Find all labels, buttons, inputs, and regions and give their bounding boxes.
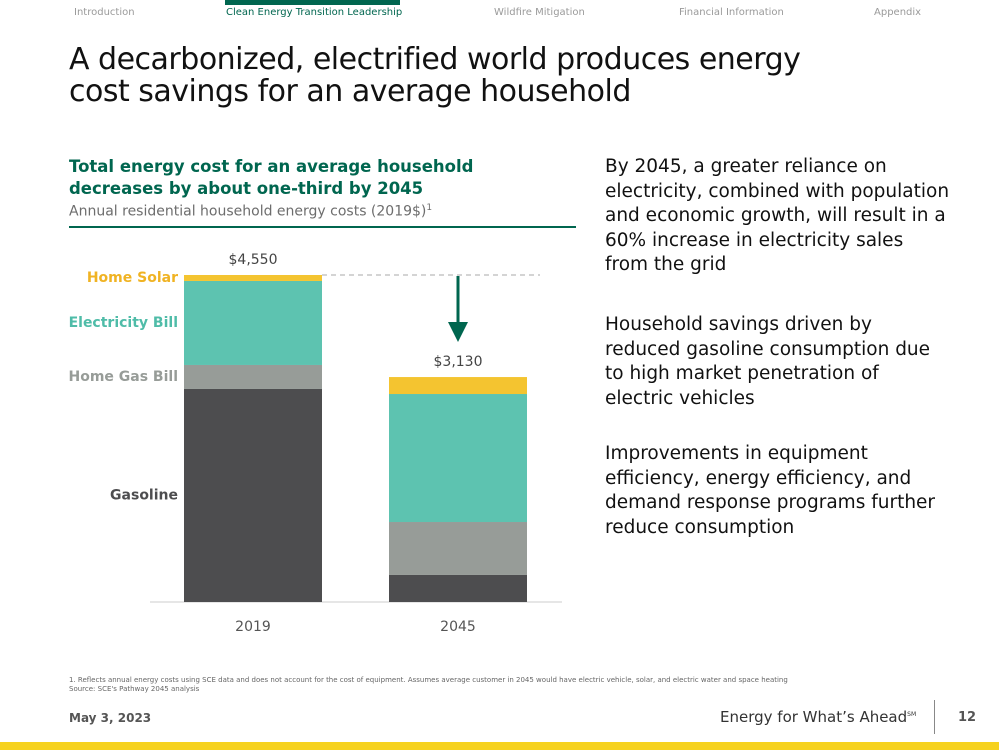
- total-label: $3,130: [434, 354, 483, 370]
- tagline: Energy for What’s AheadSM: [720, 708, 916, 726]
- chart-title: Total energy cost for an average househo…: [69, 157, 474, 198]
- legend-label: Gasoline: [110, 487, 178, 503]
- nav-tab[interactable]: Financial Information: [679, 7, 784, 18]
- arrow-head: [448, 322, 468, 342]
- paragraph: Household savings driven by reduced gaso…: [605, 314, 931, 409]
- total-label: $4,550: [229, 252, 278, 268]
- paragraph: By 2045, a greater reliance on electrici…: [605, 156, 950, 275]
- bar-segment: [389, 574, 527, 602]
- legend-label: Electricity Bill: [69, 315, 178, 331]
- subtitle-note: 1: [426, 203, 433, 213]
- date: May 3, 2023: [69, 711, 152, 725]
- bar-segment: [184, 388, 322, 602]
- legend-label: Home Gas Bill: [68, 369, 178, 385]
- bar-segment: [389, 522, 527, 575]
- nav-tab[interactable]: Introduction: [74, 7, 135, 18]
- legend-label: Home Solar: [87, 270, 178, 286]
- footnote: 1. Reflects annual energy costs using SC…: [69, 676, 788, 684]
- footnote: Source: SCE's Pathway 2045 analysis: [69, 685, 200, 693]
- divider: [69, 226, 576, 228]
- tagline-text: Energy for What’s Ahead: [720, 708, 908, 726]
- footer-band: [0, 742, 999, 750]
- bar-segment: [184, 280, 322, 365]
- x-tick-label: 2019: [235, 619, 271, 635]
- bar-segment: [389, 394, 527, 523]
- subtitle-text: Annual residential household energy cost…: [69, 203, 427, 220]
- slide-title: A decarbonized, electrified world produc…: [69, 42, 801, 109]
- separator: [934, 700, 935, 734]
- tagline-mark: SM: [907, 711, 917, 718]
- nav-tab[interactable]: Appendix: [874, 7, 922, 18]
- bar-segment: [184, 275, 322, 281]
- paragraph: Improvements in equipment efficiency, en…: [605, 443, 936, 538]
- footnotes: 1. Reflects annual energy costs using SC…: [69, 676, 788, 694]
- active-tab-indicator: [225, 0, 400, 5]
- chart-subtitle: Annual residential household energy cost…: [69, 203, 432, 220]
- nav-tab[interactable]: Clean Energy Transition Leadership: [226, 7, 403, 18]
- bar-segment: [389, 377, 527, 395]
- bar-segment: [184, 364, 322, 389]
- x-tick-label: 2045: [440, 619, 476, 635]
- page-number: 12: [958, 710, 977, 725]
- nav-tab[interactable]: Wildfire Mitigation: [494, 7, 585, 18]
